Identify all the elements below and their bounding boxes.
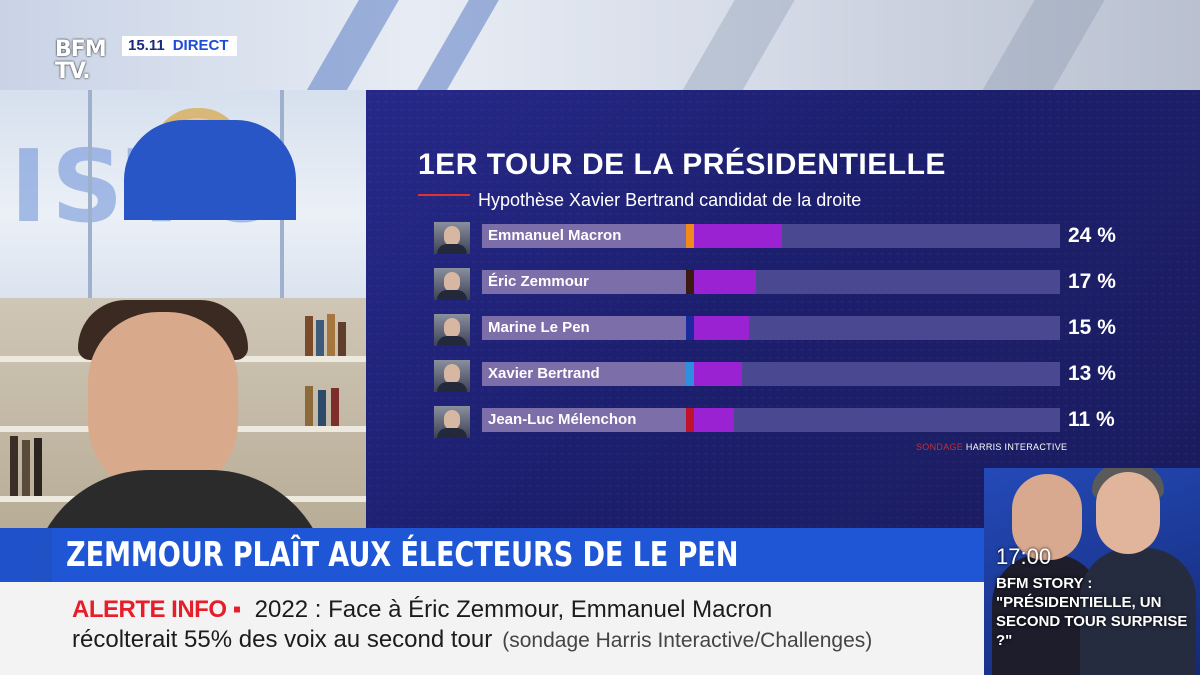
candidate-photo xyxy=(434,406,470,438)
poll-chart: 1ER TOUR DE LA PRÉSIDENTIELLE Hypothèse … xyxy=(366,90,1200,528)
candidate-photo xyxy=(434,314,470,346)
next-program-teaser: 17:00 BFM STORY : "PRÉSIDENTIELLE, UN SE… xyxy=(984,468,1200,675)
source-lead: SONDAGE xyxy=(916,442,964,452)
bar-track: Jean-Luc Mélenchon xyxy=(482,408,1060,432)
candidate-name: Emmanuel Macron xyxy=(488,227,622,244)
candidate-photo xyxy=(434,222,470,254)
party-color-marker xyxy=(686,362,694,386)
next-program-subject: "PRÉSIDENTIELLE, UN SECOND TOUR SURPRISE… xyxy=(996,594,1188,649)
anchor-body xyxy=(124,120,296,220)
candidate-name: Jean-Luc Mélenchon xyxy=(488,411,637,428)
logo-line-2: TV. xyxy=(55,59,91,84)
bar-track: Éric Zemmour xyxy=(482,270,1060,294)
candidate-photo xyxy=(434,360,470,392)
subtitle-accent-line xyxy=(418,194,470,196)
candidate-name: Marine Le Pen xyxy=(488,319,590,336)
clock-time: 15.11 xyxy=(122,36,171,56)
bar xyxy=(694,362,742,386)
bar xyxy=(694,270,756,294)
presenter-2-face xyxy=(1096,472,1160,554)
candidate-name: Xavier Bertrand xyxy=(488,365,600,382)
guest-face xyxy=(88,312,238,497)
next-program-title: BFM STORY : "PRÉSIDENTIELLE, UN SECOND T… xyxy=(996,574,1196,650)
chart-subtitle: Hypothèse Xavier Bertrand candidat de la… xyxy=(478,190,862,210)
party-color-marker xyxy=(686,224,694,248)
chart-row: Éric Zemmour 17 % xyxy=(434,268,1134,300)
news-ticker: ALERTE INFO ▪ 2022 : Face à Éric Zemmour,… xyxy=(0,582,984,675)
presenter-1-face xyxy=(1012,474,1082,560)
live-badge: DIRECT xyxy=(170,36,237,56)
channel-logo: BFM TV. xyxy=(55,34,117,88)
next-program-show: BFM STORY : xyxy=(996,575,1093,592)
data-label: 13 % xyxy=(1068,362,1116,385)
data-label: 11 % xyxy=(1068,408,1115,431)
ticker-line-1: ALERTE INFO ▪ 2022 : Face à Éric Zemmour,… xyxy=(72,596,772,624)
party-color-marker xyxy=(686,408,694,432)
ticker-text-2: récolterait 55% des voix au second tour xyxy=(72,626,493,653)
next-program-time: 17:00 xyxy=(996,544,1052,569)
source-name: HARRIS INTERACTIVE xyxy=(965,442,1068,452)
chart-row: Marine Le Pen 15 % xyxy=(434,314,1134,346)
chart-row: Xavier Bertrand 13 % xyxy=(434,360,1134,392)
party-color-marker xyxy=(686,316,694,340)
bar-track: Emmanuel Macron xyxy=(482,224,1060,248)
data-label: 15 % xyxy=(1068,316,1116,339)
party-color-marker xyxy=(686,270,694,294)
ticker-line-2: récolterait 55% des voix au second tour (… xyxy=(72,626,872,654)
data-label: 24 % xyxy=(1068,224,1116,247)
chart-source: SONDAGE HARRIS INTERACTIVE xyxy=(916,442,1067,452)
alert-info-label: ALERTE INFO ▪ xyxy=(72,596,241,623)
chart-row: Jean-Luc Mélenchon 11 % xyxy=(434,406,1134,438)
ticker-text-1: 2022 : Face à Éric Zemmour, Emmanuel Mac… xyxy=(254,596,773,623)
logo-line-1: BFM xyxy=(55,37,107,62)
ticker-source: (sondage Harris Interactive/Challenges) xyxy=(502,629,873,652)
chart-title: 1ER TOUR DE LA PRÉSIDENTIELLE xyxy=(418,148,946,181)
headline-tail xyxy=(0,528,52,582)
bar-track: Marine Le Pen xyxy=(482,316,1060,340)
bar xyxy=(694,316,749,340)
bar xyxy=(694,224,782,248)
bar xyxy=(694,408,734,432)
live-clock: 15.11 DIRECT xyxy=(122,36,237,56)
candidate-photo xyxy=(434,268,470,300)
headline-banner: ZEMMOUR PLAÎT AUX ÉLECTEURS DE LE PEN xyxy=(52,528,984,582)
data-label: 17 % xyxy=(1068,270,1116,293)
candidate-name: Éric Zemmour xyxy=(488,273,589,290)
headline-text: ZEMMOUR PLAÎT AUX ÉLECTEURS DE LE PEN xyxy=(66,535,739,575)
chart-row: Emmanuel Macron 24 % xyxy=(434,222,1134,254)
bar-track: Xavier Bertrand xyxy=(482,362,1060,386)
